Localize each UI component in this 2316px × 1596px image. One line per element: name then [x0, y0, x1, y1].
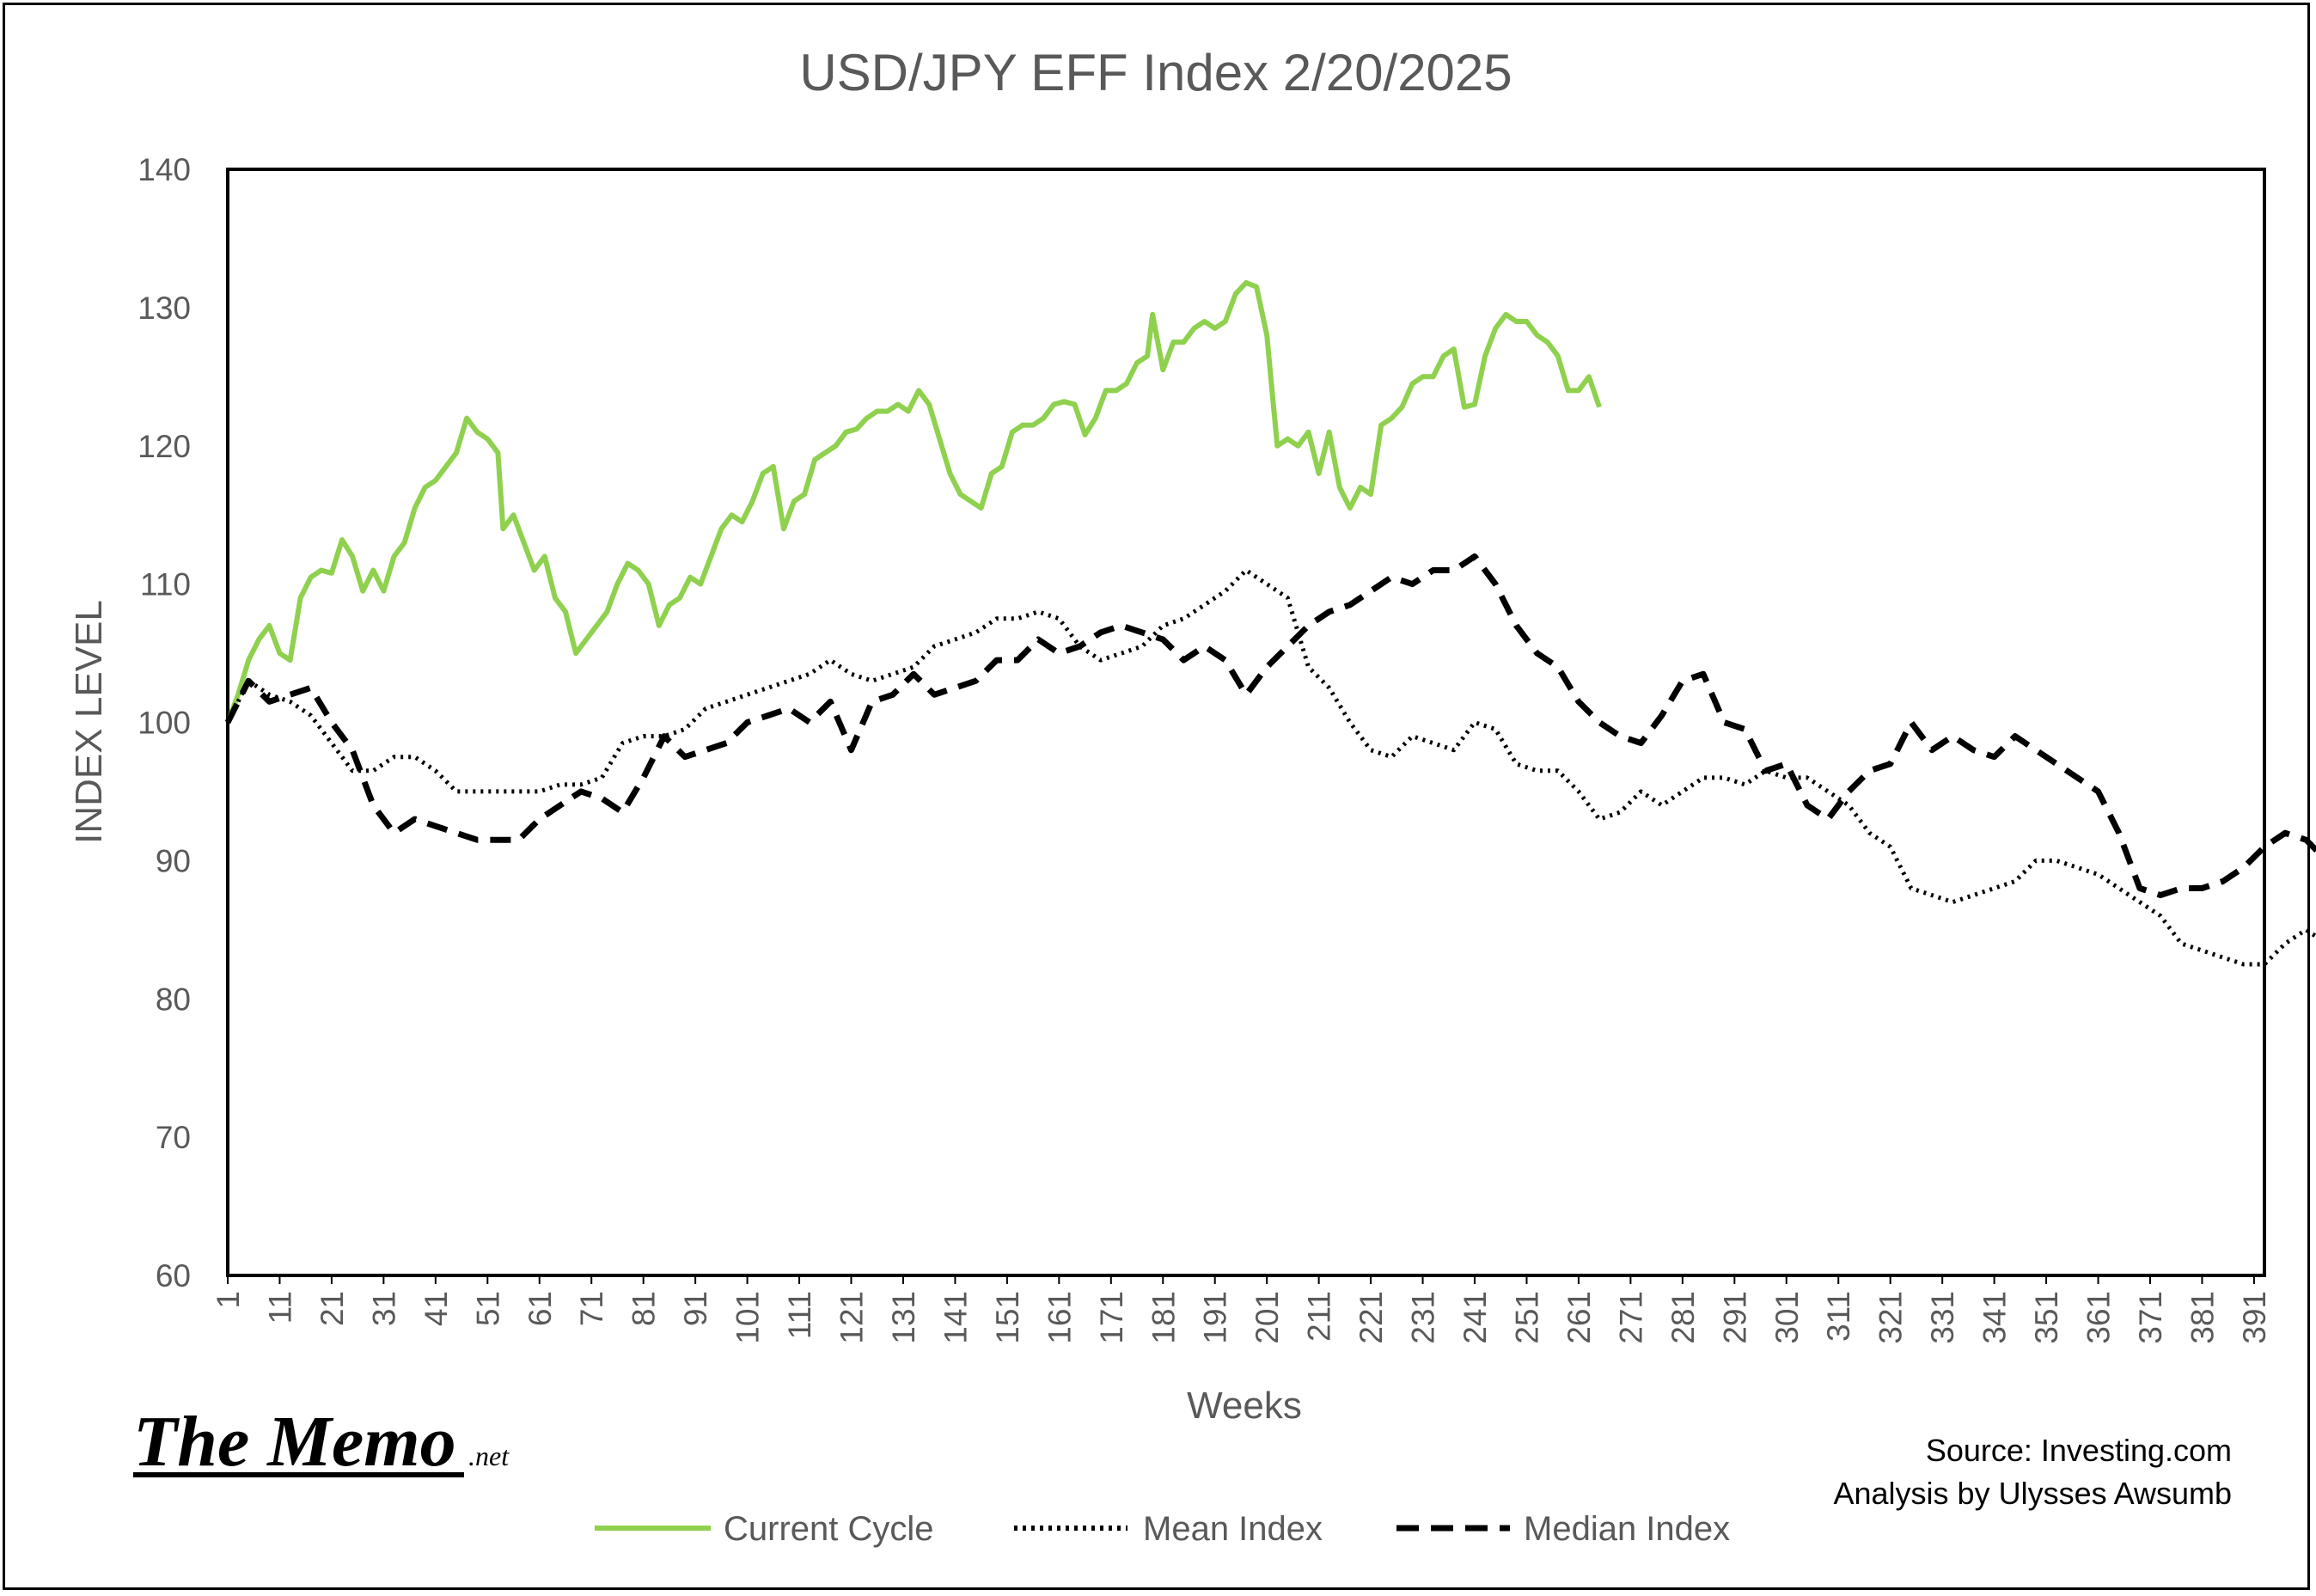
y-axis-ticks: 60 70 80 90 100 110 120 130 140	[137, 152, 191, 1293]
x-tick-label: 381	[2185, 1291, 2220, 1344]
chart-title: USD/JPY EFF Index 2/20/2025	[799, 44, 1512, 101]
x-tick-label: 71	[574, 1291, 609, 1326]
legend-item-mean-index: Mean Index	[1014, 1510, 1323, 1548]
x-tick-label: 161	[1042, 1291, 1077, 1344]
x-tick-label: 151	[990, 1291, 1025, 1344]
x-tick-label: 301	[1769, 1291, 1805, 1344]
y-tick-label: 90	[156, 843, 191, 878]
x-tick-label: 21	[315, 1291, 350, 1326]
x-tick-label: 201	[1250, 1291, 1285, 1344]
y-tick-label: 140	[137, 152, 191, 187]
x-tick-label: 101	[730, 1291, 766, 1344]
x-tick-label: 51	[470, 1291, 505, 1326]
legend-item-current-cycle: Current Cycle	[595, 1510, 934, 1548]
x-axis-title: Weeks	[1187, 1385, 1302, 1427]
x-tick-label: 311	[1821, 1291, 1856, 1342]
y-tick-label: 70	[156, 1120, 191, 1155]
x-tick-label: 261	[1561, 1291, 1597, 1344]
y-tick-label: 120	[137, 429, 191, 464]
y-tick-label: 80	[156, 981, 191, 1017]
series-line-median-index	[224, 553, 2316, 899]
chart-frame	[3, 3, 2310, 1590]
analysis-credit: Analysis by Ulysses Awsumb	[1834, 1476, 2233, 1511]
y-tick-label: 110	[140, 567, 191, 602]
x-tick-label: 1	[211, 1291, 246, 1309]
y-tick-label: 60	[156, 1258, 191, 1293]
series-line-current-cycle	[225, 279, 1602, 724]
y-tick-label: 100	[137, 706, 191, 741]
source-line: Source: Investing.com	[1926, 1433, 2232, 1468]
x-tick-label: 131	[886, 1291, 921, 1344]
x-tick-label: 61	[522, 1291, 558, 1326]
x-tick-label: 291	[1717, 1291, 1752, 1344]
x-axis-ticks: 1 11 21 31 41 51 61 71 81 91 101 111 121 131 141 151 161…	[211, 1275, 2272, 1344]
x-tick-label: 231	[1406, 1291, 1441, 1344]
logo: The Memo .net	[133, 1402, 510, 1482]
logo-main-text: The Memo	[133, 1402, 456, 1482]
x-tick-label: 181	[1146, 1291, 1181, 1344]
x-tick-label: 361	[2081, 1291, 2117, 1344]
legend-item-median-index: Median Index	[1396, 1510, 1730, 1548]
x-tick-label: 171	[1094, 1291, 1129, 1344]
y-axis-title: INDEX LEVEL	[68, 600, 110, 844]
x-tick-label: 321	[1873, 1291, 1909, 1344]
x-tick-label: 31	[366, 1291, 401, 1326]
logo-underline	[133, 1472, 464, 1477]
series-line-mean-index	[225, 568, 2316, 967]
x-tick-label: 91	[678, 1291, 713, 1326]
legend-label-current-cycle: Current Cycle	[724, 1510, 934, 1548]
x-tick-label: 221	[1354, 1291, 1389, 1344]
x-tick-label: 341	[1977, 1291, 2013, 1344]
x-tick-label: 331	[1925, 1291, 1960, 1344]
x-tick-label: 141	[938, 1291, 973, 1344]
series-layer	[224, 279, 2316, 967]
x-tick-label: 41	[419, 1291, 454, 1326]
plot-area	[226, 168, 2266, 1277]
x-tick-label: 351	[2029, 1291, 2064, 1344]
legend-label-median-index: Median Index	[1524, 1510, 1730, 1548]
legend-label-mean-index: Mean Index	[1143, 1510, 1323, 1548]
x-tick-label: 121	[834, 1291, 870, 1344]
x-tick-label: 281	[1665, 1291, 1701, 1344]
logo-suffix-text: .net	[468, 1440, 510, 1471]
x-tick-label: 191	[1198, 1291, 1233, 1344]
x-tick-label: 271	[1613, 1291, 1648, 1344]
y-tick-label: 130	[137, 290, 191, 326]
x-tick-label: 211	[1302, 1291, 1337, 1342]
x-tick-label: 11	[262, 1291, 297, 1324]
x-tick-label: 81	[626, 1291, 662, 1326]
x-tick-label: 111	[782, 1291, 817, 1339]
x-tick-label: 391	[2237, 1291, 2272, 1344]
x-tick-label: 371	[2133, 1291, 2168, 1344]
legend: Current Cycle Mean Index Median Index	[595, 1510, 1730, 1548]
x-tick-label: 241	[1457, 1291, 1493, 1344]
x-tick-label: 251	[1509, 1291, 1544, 1344]
